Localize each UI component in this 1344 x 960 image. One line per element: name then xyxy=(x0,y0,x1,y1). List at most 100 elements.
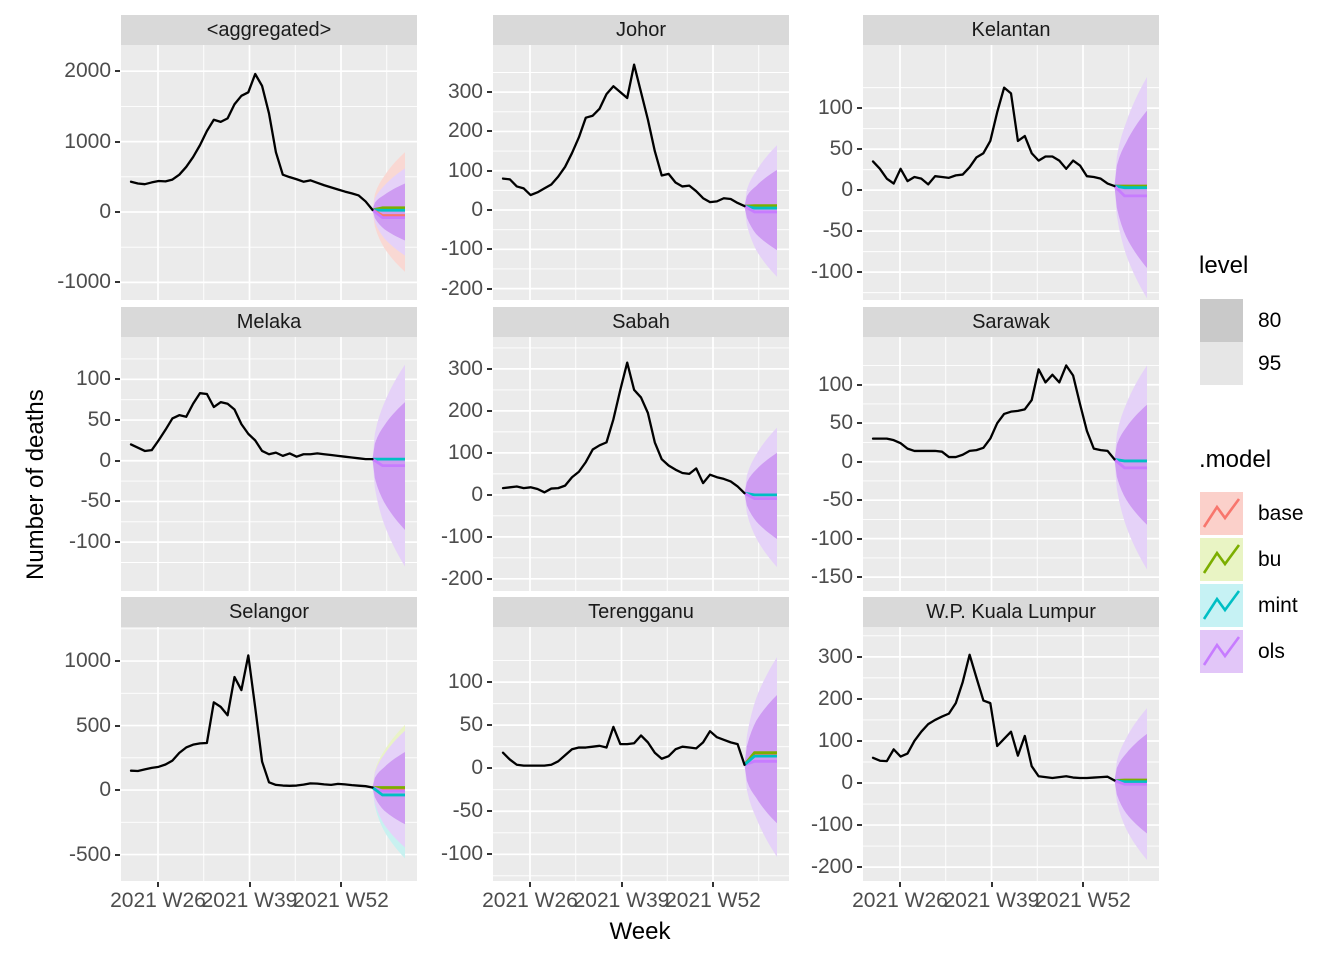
y-tick-mark xyxy=(487,535,492,538)
y-tick-label: 0 xyxy=(99,448,111,472)
y-tick-mark xyxy=(857,189,862,192)
observed-line-sabah xyxy=(501,361,746,495)
y-tick-label: 100 xyxy=(817,728,853,752)
facet-panel-sarawak xyxy=(863,337,1159,591)
x-tick-mark xyxy=(1082,882,1084,887)
y-tick-label: 1000 xyxy=(64,129,111,153)
legend-key-level-80 xyxy=(1200,299,1243,342)
x-tick-mark xyxy=(899,882,901,887)
legend-key-level-95 xyxy=(1200,342,1243,385)
y-tick-label: 100 xyxy=(447,158,483,182)
forecast-band-ols-80 xyxy=(1114,404,1147,525)
legend-label-level-95: 95 xyxy=(1258,352,1282,375)
y-tick-label: 0 xyxy=(471,756,483,780)
legend-key-base xyxy=(1200,492,1243,535)
y-tick-label: 100 xyxy=(447,670,483,694)
observed-line-melaka xyxy=(129,392,374,461)
legend-label-ols: ols xyxy=(1258,640,1285,663)
y-tick-label: 300 xyxy=(447,80,483,104)
facet-strip-johor: Johor xyxy=(493,15,789,45)
y-tick-mark xyxy=(487,724,492,727)
forecast-line-mint xyxy=(743,754,777,766)
forecast-line-ols xyxy=(1113,185,1147,198)
legend-key-bu xyxy=(1200,538,1243,581)
facet-strip-w-p-kuala-lumpur: W.P. Kuala Lumpur xyxy=(863,597,1159,627)
facet-title: Johor xyxy=(615,18,667,41)
y-tick-mark xyxy=(487,681,492,684)
y-tick-label: -100 xyxy=(810,813,853,837)
y-tick-mark xyxy=(115,140,120,143)
facet-panel-johor xyxy=(493,45,789,300)
y-tick-mark xyxy=(115,378,120,381)
y-tick-label: -50 xyxy=(80,489,111,513)
y-tick-label: 0 xyxy=(841,178,853,202)
y-tick-label: 50 xyxy=(829,411,853,435)
forecast-line-ols xyxy=(1114,779,1147,786)
y-tick-label: 0 xyxy=(471,198,483,222)
y-tick-mark xyxy=(115,281,120,284)
y-tick-label: 1000 xyxy=(64,649,111,673)
y-tick-label: 100 xyxy=(75,367,111,391)
y-tick-label: -100 xyxy=(440,842,483,866)
facet-panel-selangor xyxy=(121,627,417,881)
y-tick-mark xyxy=(115,500,120,503)
y-tick-mark xyxy=(857,230,862,233)
y-tick-mark xyxy=(115,419,120,422)
y-tick-mark xyxy=(857,148,862,151)
observed-line-aggregated xyxy=(129,72,374,212)
y-tick-label: 0 xyxy=(99,778,111,802)
y-tick-mark xyxy=(857,460,862,463)
x-tick-label: 2021 W26 xyxy=(110,889,206,912)
y-tick-mark xyxy=(857,422,862,425)
facet-strip-sabah: Sabah xyxy=(493,307,789,337)
y-tick-mark xyxy=(487,493,492,496)
y-tick-mark xyxy=(857,655,862,658)
y-tick-label: 300 xyxy=(817,644,853,668)
facet-strip-sarawak: Sarawak xyxy=(863,307,1159,337)
facet-title: W.P. Kuala Lumpur xyxy=(926,600,1096,623)
facet-panel-terengganu xyxy=(493,627,789,881)
x-tick-mark xyxy=(529,882,531,887)
y-tick-label: 500 xyxy=(75,713,111,737)
y-tick-mark xyxy=(857,782,862,785)
forecast-line-mint xyxy=(371,786,405,797)
y-tick-label: -500 xyxy=(68,842,111,866)
y-tick-mark xyxy=(487,91,492,94)
y-tick-mark xyxy=(115,789,120,792)
y-tick-mark xyxy=(487,169,492,172)
y-tick-label: 50 xyxy=(87,408,111,432)
observed-line-selangor xyxy=(129,654,374,789)
facet-panel-kelantan xyxy=(863,45,1159,300)
x-axis-title: Week xyxy=(609,918,671,945)
y-tick-mark xyxy=(487,853,492,856)
legend-zigzag-base-icon xyxy=(1202,498,1241,528)
y-tick-mark xyxy=(487,810,492,813)
y-tick-mark xyxy=(115,853,120,856)
x-tick-mark xyxy=(157,882,159,887)
y-tick-label: 300 xyxy=(447,356,483,380)
y-tick-label: -50 xyxy=(822,219,853,243)
y-tick-mark xyxy=(857,576,862,579)
x-tick-label: 2021 W52 xyxy=(293,889,389,912)
legend-key-ols xyxy=(1200,630,1243,673)
facet-strip-melaka: Melaka xyxy=(121,307,417,337)
y-tick-mark xyxy=(857,271,862,274)
y-tick-label: -100 xyxy=(440,524,483,548)
legend-model-title: .model xyxy=(1199,446,1272,473)
x-tick-label: 2021 W26 xyxy=(852,889,948,912)
forecast-line-ols xyxy=(743,491,777,501)
y-tick-label: 200 xyxy=(447,398,483,422)
y-tick-mark xyxy=(487,577,492,580)
y-tick-mark xyxy=(857,697,862,700)
x-tick-mark xyxy=(248,882,251,887)
facet-title: Terengganu xyxy=(588,600,694,623)
y-tick-label: 50 xyxy=(829,137,853,161)
observed-line-w-p-kuala-lumpur xyxy=(871,653,1116,782)
y-tick-label: 0 xyxy=(471,482,483,506)
y-tick-mark xyxy=(115,541,120,544)
y-tick-label: -200 xyxy=(440,566,483,590)
legend-label-base: base xyxy=(1258,502,1304,525)
facet-title: Sarawak xyxy=(972,310,1050,333)
facet-strip-terengganu: Terengganu xyxy=(493,597,789,627)
